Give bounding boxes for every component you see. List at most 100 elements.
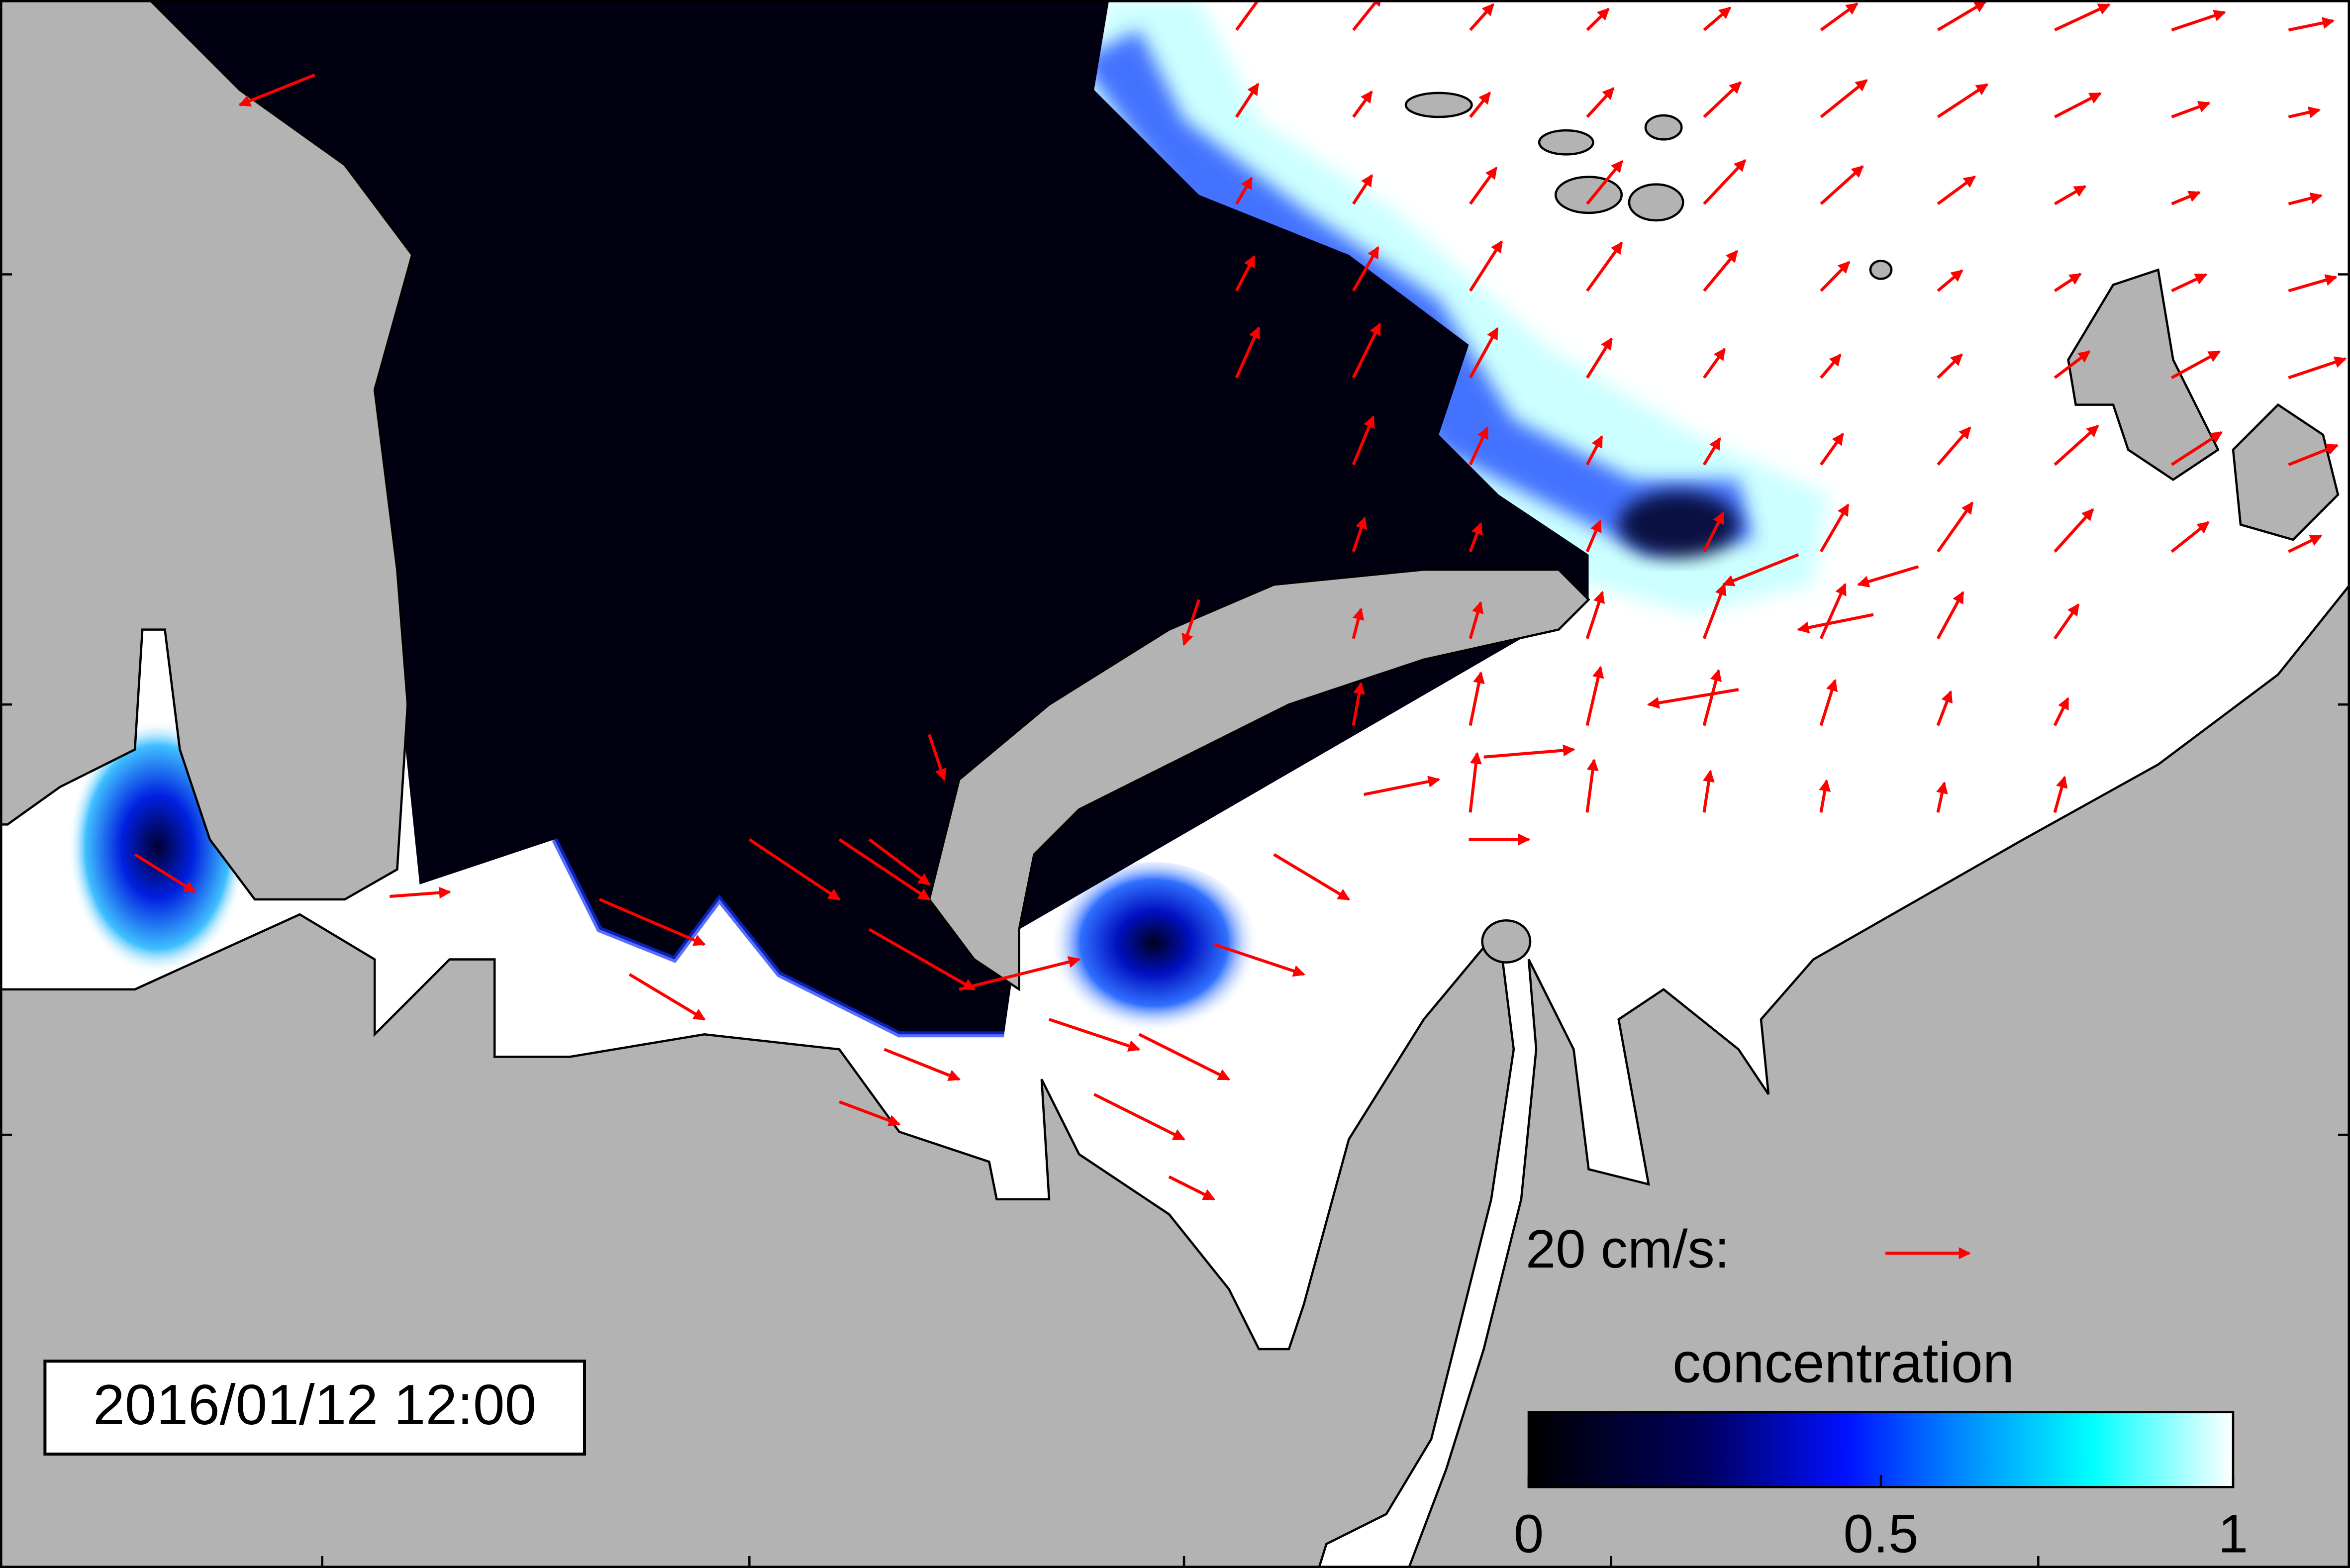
- velocity-arrow: [2288, 274, 2338, 293]
- velocity-arrow: [1168, 1175, 1216, 1201]
- velocity-arrow: [1585, 590, 1605, 639]
- velocity-arrow: [2054, 273, 2082, 293]
- velocity-arrow: [1702, 583, 1727, 639]
- velocity-arrow: [1703, 81, 1742, 118]
- velocity-arrow: [839, 1100, 901, 1126]
- velocity-arrow: [1819, 583, 1847, 639]
- velocity-arrow: [1469, 752, 1482, 813]
- velocity-arrow: [1703, 348, 1726, 379]
- velocity-arrow: [1936, 590, 1964, 640]
- velocity-arrow: [1937, 83, 1989, 118]
- velocity-arrow: [1352, 516, 1368, 552]
- velocity-arrow: [1586, 241, 1623, 292]
- velocity-arrow: [1937, 175, 1976, 205]
- timestamp: 2016/01/12 12:00: [93, 1373, 536, 1437]
- velocity-arrow: [1937, 0, 1987, 31]
- velocity-arrow: [1702, 770, 1715, 813]
- velocity-arrow: [2054, 508, 2094, 553]
- velocity-arrow: [238, 73, 315, 107]
- island: [1628, 183, 1684, 222]
- velocity-arrow: [748, 838, 841, 901]
- velocity-arrow: [1469, 167, 1498, 205]
- colorbar: [1527, 1411, 2235, 1488]
- velocity-arrow: [2053, 776, 2068, 813]
- velocity-arrow: [1819, 679, 1838, 726]
- velocity-arrow: [1352, 322, 1381, 379]
- velocity-arrow: [1469, 92, 1491, 118]
- velocity-arrow: [1722, 553, 1799, 587]
- velocity-arrow: [1937, 269, 1963, 292]
- velocity-arrow: [1857, 565, 1919, 588]
- velocity-arrow: [1469, 240, 1503, 292]
- velocity-arrow: [838, 838, 931, 901]
- velocity-arrow: [1235, 177, 1253, 205]
- island: [2067, 268, 2220, 481]
- velocity-arrow: [1048, 1018, 1141, 1052]
- colorbar-ticks: 0 0.5 1: [1514, 1475, 2248, 1564]
- velocity-arrow: [1586, 7, 1610, 31]
- velocity-arrow: [1483, 744, 1575, 759]
- velocity-arrow: [1586, 87, 1615, 118]
- island: [1644, 114, 1683, 141]
- velocity-arrow: [1585, 519, 1602, 553]
- velocity-arrow: [2054, 424, 2099, 466]
- velocity-arrow: [1585, 435, 1603, 466]
- velocity-arrow: [1352, 90, 1373, 118]
- velocity-arrow: [1469, 671, 1485, 726]
- west-coast: [0, 0, 413, 901]
- velocity-arrow: [1235, 83, 1260, 118]
- velocity-arrow: [1352, 246, 1379, 292]
- velocity-arrow: [1937, 501, 1974, 553]
- velocity-arrow: [1937, 353, 1963, 379]
- velocity-arrow: [1820, 432, 1845, 466]
- velocity-arrow: [2171, 273, 2208, 293]
- velocity-arrow: [1820, 261, 1851, 292]
- velocity-arrow: [2288, 106, 2321, 118]
- velocity-arrow: [1647, 688, 1739, 709]
- velocity-arrow: [2170, 521, 2210, 553]
- island: [2232, 403, 2340, 541]
- velocity-arrow: [1820, 353, 1842, 379]
- velocity-arrow: [1703, 6, 1732, 31]
- velocity-arrow: [1469, 426, 1489, 466]
- velocity-arrow: [1819, 779, 1831, 813]
- velocity-arrow: [1702, 669, 1722, 726]
- island: [1554, 176, 1623, 214]
- velocity-arrow: [1469, 601, 1484, 639]
- velocity-arrow: [1820, 165, 1864, 205]
- velocity-arrow: [1364, 776, 1441, 796]
- polynya-ice: [1618, 491, 1739, 558]
- velocity-arrow: [1213, 943, 1305, 977]
- island: [1404, 92, 1473, 118]
- velocity-arrow: [2288, 17, 2335, 32]
- velocity-arrow: [1936, 781, 1948, 813]
- island: [1481, 919, 1532, 964]
- velocity-arrow: [928, 734, 947, 781]
- velocity-arrow: [883, 1048, 961, 1081]
- timestamp-box: [43, 1360, 586, 1456]
- velocity-arrows: [134, 0, 2347, 1201]
- blue-band: [1079, 30, 1754, 555]
- velocity-arrow: [1352, 607, 1365, 639]
- colorbar-tick-label: 0: [1514, 1503, 1544, 1564]
- velocity-arrow: [1352, 682, 1366, 726]
- velocity-arrow: [628, 973, 706, 1021]
- ice-edge: [552, 838, 1004, 1038]
- velocity-arrow: [1138, 1033, 1231, 1081]
- eddy: [1049, 862, 1259, 1042]
- central-peninsula: [928, 568, 1590, 992]
- velocity-arrow: [2288, 356, 2347, 380]
- velocity-arrow: [868, 838, 931, 886]
- velocity-arrow: [1937, 426, 1971, 466]
- velocity-arrow: [1586, 160, 1624, 205]
- velocity-arrow: [1181, 599, 1201, 646]
- velocity-arrow: [1093, 1093, 1185, 1141]
- velocity-arrow: [1820, 2, 1859, 31]
- velocity-arrow: [1585, 758, 1599, 813]
- velocity-arrow: [2054, 185, 2087, 205]
- velocity-arrow: [1797, 613, 1874, 634]
- island: [1869, 260, 1893, 280]
- velocity-arrow: [1352, 174, 1373, 205]
